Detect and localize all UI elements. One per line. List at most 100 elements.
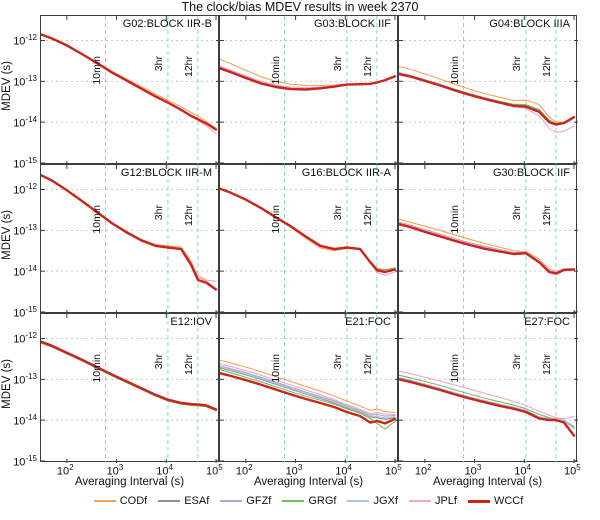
y-tick-label: 10-14 [13,115,37,130]
subplot-canvas [41,16,220,165]
time-mark-label: 3hr [331,205,344,221]
time-mark-label: 10min [90,354,103,383]
time-mark-label: 10min [269,56,282,85]
time-mark-label: 10min [448,205,461,234]
time-mark-label: 10min [90,56,103,85]
time-mark-label: 12hr [182,56,195,78]
y-tick-label: 10-13 [13,223,37,238]
figure-title: The clock/bias MDEV results in week 2370 [181,0,419,14]
legend-line-GRGf [282,500,305,502]
y-tick-label: 10-13 [13,372,37,387]
series-JPLf [399,370,575,420]
x-tick-label: 102 [414,463,432,478]
y-tick-label: 10-12 [13,33,37,49]
legend-line-WCCf [467,499,490,503]
time-mark-label: 3hr [152,205,165,221]
series-WCCf [399,378,576,437]
time-mark-label: 10min [448,354,461,383]
time-mark-label: 10min [448,56,461,85]
series-CODf [399,218,575,272]
y-tick-label: 10-15 [13,155,37,171]
x-tick-label: 104 [514,463,531,478]
x-axis-label: Averaging Interval (s) [253,476,364,488]
series-CODf [220,359,396,413]
subplot-canvas [399,165,578,314]
x-tick-label: 105 [206,463,223,478]
series-JGXf [220,366,396,419]
legend-label: ESAf [184,495,210,507]
x-tick-label: 102 [56,463,74,478]
legend-line-GFZf [220,500,243,502]
series-WCCf [41,173,218,291]
time-mark-label: 12hr [182,354,195,376]
series-JPLf [399,222,575,273]
series-WCCf [220,187,397,274]
legend-label: JPLf [434,495,457,507]
subplot-canvas [220,314,399,463]
y-tick-label: 10-15 [13,453,37,469]
legend: CODf ESAf GFZf GRGf JGXf JPLf WCCf [30,495,587,507]
subplot-title: G02:BLOCK IIR-B [122,18,212,30]
series-WCCf [399,72,576,126]
x-tick-label: 105 [564,463,581,478]
time-mark-label: 3hr [510,56,523,72]
series-WCCf [41,340,218,411]
y-axis-label: MDEV (s) [1,359,13,409]
x-tick-label: 103 [464,463,482,478]
subplot-canvas [220,16,399,165]
time-mark-label: 12hr [361,354,374,376]
legend-line-CODf [93,500,116,502]
subplot-canvas [399,16,578,165]
subplot-E21: E21:FOC 10min 3hr 12hr [219,313,399,463]
series-WCCf [41,33,218,131]
time-mark-label: 12hr [182,205,195,227]
x-tick-label: 102 [235,463,253,478]
subplot-canvas [399,314,578,463]
time-mark-label: 12hr [361,205,374,227]
x-tick-label: 103 [285,463,303,478]
time-mark-label: 10min [90,205,103,234]
legend-line-ESAf [158,500,181,502]
legend-label: GFZf [246,495,272,507]
series-WCCf [220,67,397,91]
subplot-title: E27:FOC [524,316,570,328]
series-CODf [41,174,217,290]
y-axis-label: MDEV (s) [1,61,13,111]
y-axis-label: MDEV (s) [1,210,13,260]
time-mark-label: 12hr [540,354,553,376]
y-tick-label: 10-13 [13,74,37,89]
time-mark-label: 3hr [152,354,165,370]
time-mark-label: 3hr [331,56,344,72]
subplot-canvas [220,165,399,314]
series-ESAf [220,367,396,420]
subplot-G02: G02:BLOCK IIR-B 10min 3hr 12hr [40,15,220,165]
subplot-canvas [41,314,220,463]
time-mark-label: 12hr [361,56,374,78]
subplot-title: G12:BLOCK IIR-M [120,167,212,179]
x-axis-label: Averaging Interval (s) [432,476,543,488]
legend-item-JGXf: JGXf [347,495,398,507]
subplot-title: G03:BLOCK IIF [313,18,391,30]
subplot-canvas [41,165,220,314]
time-mark-label: 10min [269,205,282,234]
subplot-E12: E12:IOV 10min 3hr 12hr [40,313,220,463]
y-tick-label: 10-12 [13,331,37,347]
time-mark-label: 3hr [510,354,523,370]
subplot-title: G30:BLOCK IIF [492,167,570,179]
legend-item-GRGf: GRGf [282,495,336,507]
x-tick-label: 104 [335,463,352,478]
legend-item-GFZf: GFZf [220,495,271,507]
plot-area: G02:BLOCK IIR-B 10min 3hr 12hr G03:BLOCK IIF… [40,15,578,463]
time-mark-label: 12hr [540,56,553,78]
legend-item-CODf: CODf [93,495,147,507]
y-tick-label: 10-14 [13,413,37,428]
subplot-title: E12:IOV [170,316,212,328]
series-WCCf [399,223,576,275]
time-mark-label: 10min [269,354,282,383]
x-tick-label: 103 [106,463,124,478]
legend-item-ESAf: ESAf [158,495,209,507]
legend-line-JGXf [347,500,370,502]
time-mark-label: 3hr [331,354,344,370]
time-mark-label: 3hr [510,205,523,221]
